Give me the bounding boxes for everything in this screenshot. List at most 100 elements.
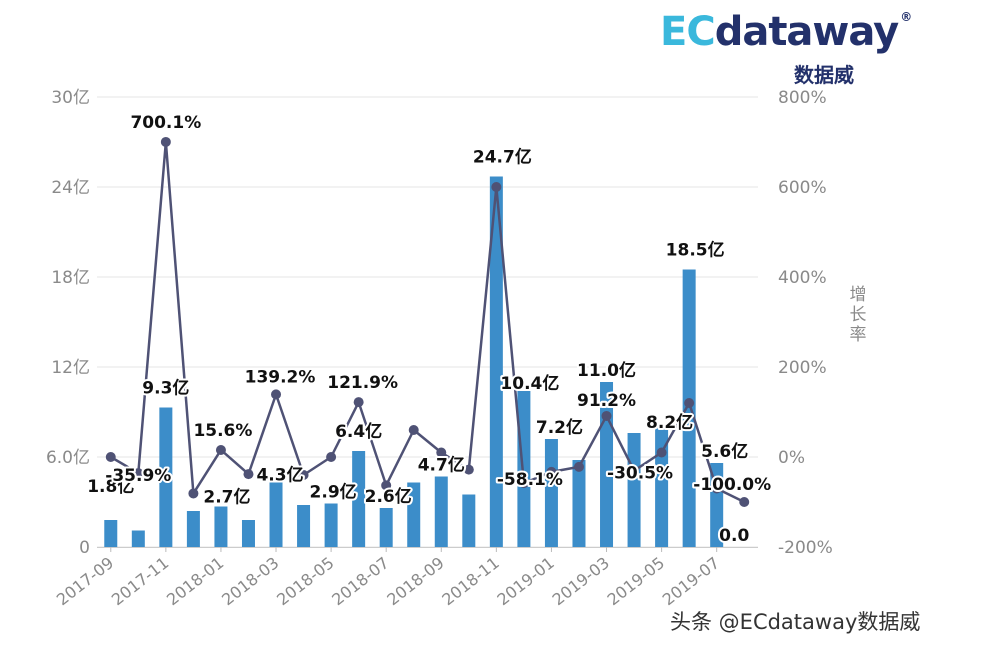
bar-value-label: 0.0 [719, 526, 749, 546]
brand-dataway: dataway [714, 9, 900, 55]
line-point [381, 480, 392, 491]
brand-wordmark: EC dataway ® [660, 9, 912, 63]
line-value-label: 139.2% [245, 367, 316, 387]
line-point [326, 452, 337, 462]
x-tick-label: 2018-01 [163, 553, 227, 609]
x-tick-label: 2017-11 [108, 553, 172, 609]
line-point [133, 468, 144, 479]
line-point [573, 461, 584, 472]
line-point [271, 389, 282, 400]
bar [241, 520, 255, 547]
bar-value-label: 18.5亿 [666, 240, 725, 261]
line-value-label: -35.9% [105, 466, 171, 486]
y-right-tick-label: -200% [778, 538, 833, 558]
line-point [408, 425, 419, 435]
line-value-label: -30.5% [607, 464, 673, 484]
growth-line [110, 140, 745, 504]
bar [131, 530, 145, 547]
bar [324, 503, 338, 547]
x-tick-label: 2019-05 [604, 553, 668, 609]
x-tick-label: 2018-03 [218, 553, 282, 609]
line-point [298, 470, 309, 480]
y-right-axis-label: 率 [850, 325, 867, 345]
bar-value-label: 1.8亿 [87, 476, 134, 497]
bar [462, 494, 476, 547]
line-point [463, 464, 474, 475]
bar [710, 463, 724, 547]
y-left-tick-label: 0 [79, 538, 90, 558]
bar [682, 269, 696, 547]
bar [517, 391, 531, 547]
line-value-label: 91.2% [577, 391, 636, 411]
x-tick-label: 2018-05 [273, 553, 337, 609]
line-point [546, 466, 557, 477]
x-tick-label: 2018-11 [438, 553, 502, 609]
x-tick-label: 2017-09 [53, 553, 117, 609]
line-point [656, 447, 667, 458]
y-left-tick-label: 30亿 [51, 88, 90, 108]
x-tick-label: 2018-09 [383, 553, 447, 609]
line-point [684, 398, 695, 408]
y-left-tick-label: 24亿 [51, 178, 90, 198]
bar-value-label: 11.0亿 [577, 360, 636, 381]
bar-value-label: 10.4亿 [500, 373, 559, 394]
line-point [629, 465, 640, 476]
bar-value-label: 4.3亿 [256, 465, 303, 486]
registered-mark: ® [900, 10, 912, 24]
line-point [160, 136, 171, 147]
bar [104, 520, 118, 547]
x-tick-label: 2019-01 [494, 553, 558, 609]
brand-subtitle: 数据威 [794, 63, 854, 87]
bar-value-label: 9.3亿 [142, 378, 189, 399]
watermark: 头条 @ECdataway数据威 [670, 610, 921, 634]
line-value-label: 700.1% [130, 113, 201, 133]
y-right-tick-label: 0% [778, 448, 805, 468]
line-point [491, 182, 502, 192]
y-right-axis-label: 增 [850, 285, 867, 305]
line-value-label: -100.0% [693, 475, 771, 495]
y-right-tick-label: 800% [778, 88, 827, 108]
bar-value-label: 2.6亿 [365, 486, 412, 507]
bar-value-label: 8.2亿 [646, 412, 693, 433]
bar [434, 476, 448, 547]
line-value-label: -58.1% [497, 470, 563, 490]
bar-value-label: 4.7亿 [418, 455, 465, 476]
line-point [601, 410, 612, 421]
bar [489, 176, 503, 547]
bar [297, 505, 311, 547]
line-point [188, 488, 199, 499]
bar [544, 439, 558, 547]
bar [572, 460, 586, 547]
bar [627, 433, 641, 547]
line-point [353, 397, 364, 408]
y-right-tick-label: 400% [778, 268, 827, 288]
line-point [739, 497, 750, 507]
brand-ec: EC [660, 9, 716, 55]
x-tick-label: 2019-03 [549, 553, 613, 609]
bar [352, 451, 366, 547]
y-left-tick-label: 18亿 [51, 268, 90, 288]
y-left-tick-label: 12亿 [51, 358, 90, 378]
line-point [243, 469, 254, 480]
y-right-tick-label: 200% [778, 358, 827, 378]
line-value-label: 121.9% [327, 373, 398, 393]
y-left-tick-label: 6.0亿 [46, 448, 90, 468]
y-right-tick-label: 600% [778, 178, 827, 198]
bar [269, 482, 283, 547]
x-tick-label: 2019-07 [659, 553, 723, 609]
line-point [105, 452, 116, 462]
bar-value-label: 2.9亿 [310, 482, 357, 503]
bar [379, 508, 393, 547]
line-point [215, 444, 226, 455]
bar-value-label: 6.4亿 [335, 421, 382, 442]
bar [186, 511, 200, 547]
y-right-axis-label: 长 [850, 305, 867, 325]
brand-logo: EC dataway ® 数据威 [660, 9, 912, 87]
line-point [711, 483, 722, 494]
bar-value-label: 7.2亿 [536, 417, 583, 438]
bar [214, 506, 228, 547]
line-point [436, 447, 447, 458]
bar-value-label: 24.7亿 [473, 147, 532, 168]
bar [407, 482, 421, 547]
